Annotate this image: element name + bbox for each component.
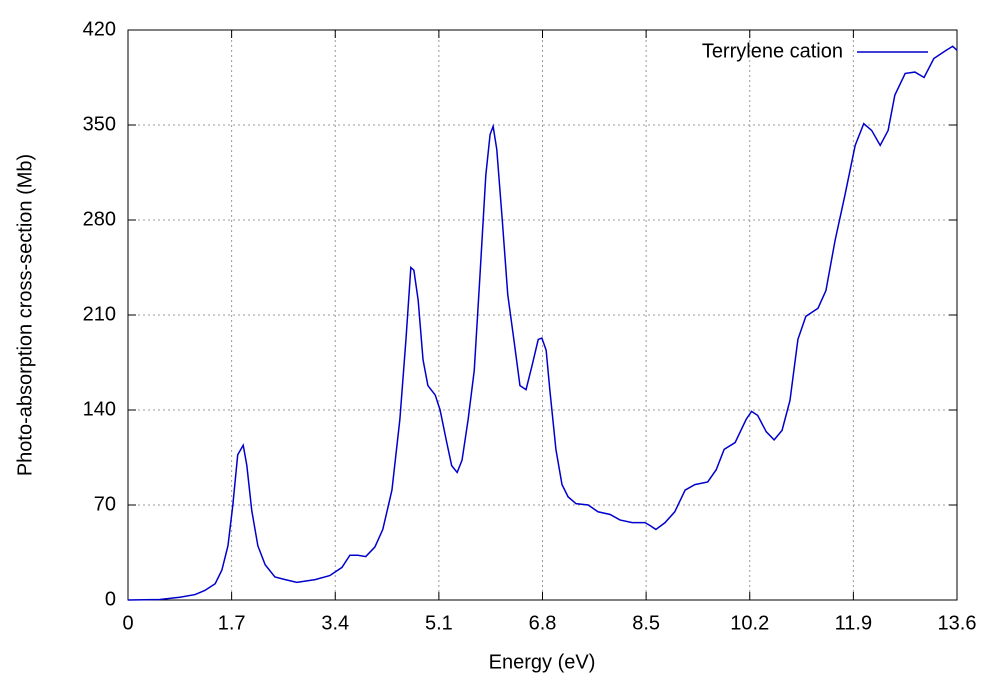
- y-tick-label: 350: [83, 113, 116, 135]
- x-tick-label: 10.2: [730, 612, 769, 634]
- y-axis-label: Photo-absorption cross-section (Mb): [14, 154, 36, 476]
- y-tick-label: 280: [83, 208, 116, 230]
- legend-label: Terrylene cation: [702, 40, 843, 62]
- x-tick-label: 11.9: [835, 612, 872, 634]
- x-tick-label: 0: [122, 612, 133, 634]
- y-tick-label: 140: [83, 398, 116, 420]
- y-tick-label: 0: [105, 588, 116, 610]
- plot-frame: [127, 29, 958, 601]
- y-tick-label: 420: [83, 18, 116, 40]
- x-tick-label: 8.5: [632, 612, 660, 634]
- x-tick-label: 13.6: [938, 612, 977, 634]
- y-tick-label: 70: [94, 493, 116, 515]
- x-tick-label: 3.4: [321, 612, 349, 634]
- x-tick-label: 5.1: [425, 612, 453, 634]
- x-axis-label: Energy (eV): [489, 651, 596, 673]
- y-tick-label: 210: [83, 303, 116, 325]
- x-tick-label: 6.8: [529, 612, 557, 634]
- line-series: [127, 45, 958, 601]
- x-tick-label: 1.7: [218, 612, 246, 634]
